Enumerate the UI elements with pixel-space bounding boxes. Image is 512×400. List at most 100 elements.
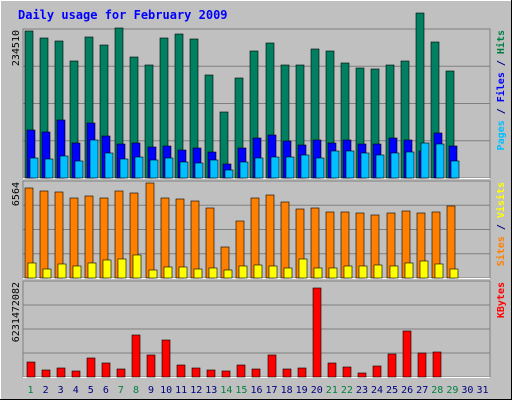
- day-label-30: 30: [461, 385, 473, 396]
- bar-sites-day-25: [389, 265, 399, 279]
- series-side-label-part: Files: [495, 72, 507, 102]
- bar-visits-day-12: [190, 200, 200, 279]
- bar-pages-day-3: [59, 155, 69, 179]
- day-label-27: 27: [416, 385, 428, 396]
- bar-sites-day-21: [328, 267, 338, 279]
- bar-pages-day-18: [285, 156, 295, 179]
- day-label-11: 11: [175, 385, 187, 396]
- day-label-7: 7: [118, 385, 124, 396]
- day-label-26: 26: [401, 385, 413, 396]
- bar-sites-day-14: [223, 269, 233, 279]
- bar-visits-day-9: [145, 182, 155, 279]
- day-label-21: 21: [326, 385, 338, 396]
- bar-sites-day-19: [298, 258, 308, 279]
- bar-pages-day-29: [450, 160, 460, 179]
- bar-pages-day-2: [44, 158, 54, 179]
- panel-visits-sites: 6564 Sites / Visits: [11, 180, 507, 279]
- day-label-17: 17: [266, 385, 278, 396]
- bar-sites-day-23: [358, 265, 368, 279]
- bar-pages-day-23: [360, 152, 370, 179]
- bar-sites-day-9: [148, 269, 158, 279]
- bar-pages-day-1: [29, 157, 39, 179]
- bar-pages-day-26: [405, 151, 415, 179]
- bar-visits-day-2: [39, 190, 49, 279]
- bar-kbytes-day-15: [236, 364, 246, 378]
- day-label-5: 5: [88, 385, 94, 396]
- bar-pages-day-22: [345, 150, 355, 179]
- day-label-14: 14: [220, 385, 232, 396]
- axis-max-label: 234510: [11, 30, 22, 66]
- bar-kbytes-day-19: [297, 367, 307, 378]
- bar-pages-day-17: [270, 156, 280, 179]
- bar-kbytes-day-28: [432, 351, 442, 378]
- chart-panels: 234510 Pages / Files / Hits 6564 Sites / Vi…: [11, 12, 507, 378]
- bar-kbytes-day-27: [417, 352, 427, 378]
- bar-pages-day-20: [315, 157, 325, 179]
- bar-pages-day-12: [194, 162, 204, 179]
- series-side-label-part: /: [496, 102, 507, 120]
- bar-pages-day-16: [254, 157, 264, 179]
- bar-kbytes-day-21: [327, 362, 337, 378]
- bar-pages-day-21: [330, 150, 340, 179]
- bar-sites-day-22: [343, 265, 353, 279]
- day-label-25: 25: [386, 385, 398, 396]
- bar-kbytes-day-11: [176, 364, 186, 378]
- bar-pages-day-4: [74, 160, 84, 179]
- day-label-12: 12: [190, 385, 202, 396]
- day-label-22: 22: [341, 385, 353, 396]
- chart-title: Daily usage for February 2009: [18, 8, 228, 22]
- bar-kbytes-day-20: [312, 287, 322, 378]
- bar-sites-day-20: [313, 267, 323, 279]
- series-side-label: Sites / Visits: [495, 182, 507, 266]
- bar-visits-day-29: [446, 205, 456, 279]
- bar-visits-day-17: [265, 194, 275, 279]
- series-side-label: Pages / Files / Hits: [495, 30, 507, 150]
- bar-kbytes-day-3: [56, 367, 66, 378]
- bar-pages-day-27: [420, 142, 430, 179]
- bar-pages-day-10: [164, 157, 174, 179]
- bar-kbytes-day-7: [116, 368, 126, 378]
- bar-sites-day-18: [283, 267, 293, 279]
- bar-kbytes-day-4: [71, 370, 81, 378]
- axis-max-label: 6564: [11, 182, 22, 206]
- bar-sites-day-2: [42, 268, 52, 279]
- bar-visits-day-11: [175, 198, 185, 279]
- bar-kbytes-day-16: [251, 368, 261, 378]
- bar-sites-day-16: [253, 264, 263, 279]
- bar-sites-day-10: [163, 266, 173, 279]
- bar-kbytes-day-22: [342, 366, 352, 378]
- bar-kbytes-day-13: [206, 369, 216, 378]
- bar-pages-day-7: [119, 158, 129, 179]
- series-side-label-part: Hits: [495, 30, 507, 54]
- bar-sites-day-6: [102, 259, 112, 279]
- bar-sites-day-29: [449, 268, 459, 279]
- bar-visits-day-10: [160, 197, 170, 279]
- bar-pages-day-5: [89, 139, 99, 179]
- bar-pages-day-9: [149, 159, 159, 179]
- series-side-label: KBytes: [496, 282, 507, 318]
- bar-sites-day-15: [238, 265, 248, 279]
- series-side-label-part: KBytes: [496, 282, 507, 318]
- bar-kbytes-day-6: [101, 362, 111, 378]
- bar-pages-day-14: [224, 169, 234, 179]
- bar-kbytes-day-17: [267, 354, 277, 378]
- panel-kbytes: 6231472082 KBytes: [11, 280, 507, 378]
- day-label-20: 20: [311, 385, 323, 396]
- bar-kbytes-day-18: [282, 368, 292, 378]
- bar-kbytes-day-1: [26, 361, 36, 378]
- day-label-24: 24: [371, 385, 383, 396]
- bar-sites-day-4: [72, 265, 82, 279]
- bar-kbytes-day-10: [161, 339, 171, 378]
- day-label-13: 13: [205, 385, 217, 396]
- series-side-label-part: /: [496, 54, 507, 72]
- day-label-9: 9: [148, 385, 154, 396]
- axis-max-label: 6231472082: [11, 282, 22, 342]
- bar-pages-day-24: [375, 154, 385, 179]
- bar-kbytes-day-23: [357, 372, 367, 378]
- bar-pages-day-8: [134, 156, 144, 179]
- bar-kbytes-day-26: [402, 330, 412, 378]
- bar-sites-day-26: [404, 262, 414, 279]
- bar-sites-day-27: [419, 260, 429, 279]
- panel-hits-files-pages: 234510 Pages / Files / Hits: [11, 12, 507, 179]
